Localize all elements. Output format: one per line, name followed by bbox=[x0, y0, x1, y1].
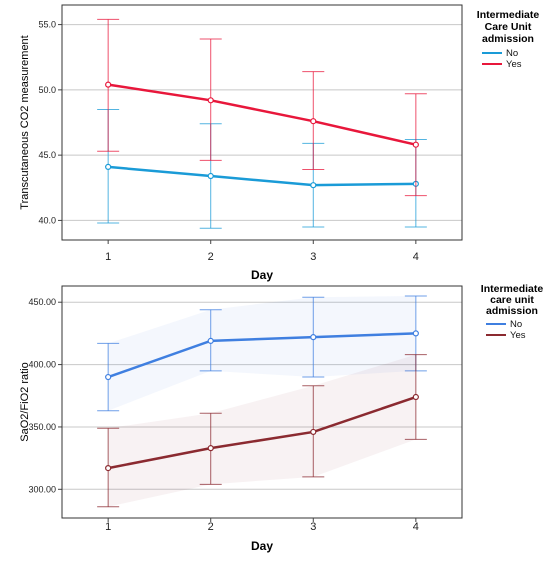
chart-panel-2: 300.00 350.00 400.00 450.00 1 2 3 4 Day SaO2/FiO2… bbox=[19, 283, 543, 553]
y-tick-label: 45.0 bbox=[38, 150, 56, 160]
legend-label-no: No bbox=[510, 319, 522, 330]
data-point bbox=[310, 334, 317, 341]
series-line bbox=[107, 83, 417, 146]
legend-title-line: care unit bbox=[490, 294, 534, 306]
x-tick-label: 3 bbox=[310, 251, 316, 263]
y-tick-label: 350.00 bbox=[28, 422, 56, 432]
data-point bbox=[207, 172, 214, 180]
legend-label-yes: Yes bbox=[510, 330, 526, 341]
x-axis-label: Day bbox=[251, 539, 273, 553]
x-tick-label: 2 bbox=[208, 521, 214, 533]
x-axis-label: Day bbox=[251, 268, 273, 282]
data-point bbox=[412, 330, 419, 337]
y-tick-label: 400.00 bbox=[28, 360, 56, 370]
data-point bbox=[207, 445, 214, 452]
plot-frame bbox=[61, 4, 463, 241]
y-tick-label: 50.0 bbox=[38, 85, 56, 95]
legend-label-no: No bbox=[506, 48, 518, 59]
series-line bbox=[107, 332, 416, 379]
y-tick-label: 450.00 bbox=[28, 297, 56, 307]
ci-band bbox=[108, 354, 416, 507]
legend-title-line: Intermediate bbox=[481, 283, 544, 295]
y-tick-label: 300.00 bbox=[28, 484, 56, 494]
data-point bbox=[105, 465, 112, 472]
series-line bbox=[107, 395, 417, 470]
x-tick-label: 1 bbox=[105, 251, 111, 263]
y-axis-label: SaO2/FiO2 ratio bbox=[19, 362, 31, 441]
x-tick-label: 4 bbox=[413, 521, 419, 533]
series-no bbox=[97, 295, 427, 412]
legend-title-line: Care Unit bbox=[485, 21, 532, 33]
plot-frame bbox=[61, 285, 463, 519]
data-point bbox=[310, 118, 317, 125]
legend-title-line: admission bbox=[482, 33, 534, 45]
data-point bbox=[310, 428, 317, 436]
data-point bbox=[105, 81, 112, 88]
data-point bbox=[105, 373, 112, 381]
y-tick-label: 55.0 bbox=[38, 20, 56, 30]
y-tick-label: 40.0 bbox=[38, 215, 56, 225]
data-point bbox=[105, 163, 112, 170]
ci-band bbox=[108, 295, 416, 411]
y-axis-label: Transcutaneous CO2 measurement bbox=[19, 35, 31, 209]
x-tick-label: 1 bbox=[105, 521, 111, 533]
x-tick-label: 2 bbox=[208, 251, 214, 263]
data-point bbox=[207, 97, 214, 104]
data-point bbox=[207, 337, 214, 344]
x-tick-label: 4 bbox=[413, 251, 419, 263]
data-point bbox=[412, 393, 419, 401]
legend-label-yes: Yes bbox=[506, 59, 522, 70]
x-tick-label: 3 bbox=[310, 521, 316, 533]
legend-title-line: admission bbox=[486, 305, 538, 317]
data-point bbox=[412, 141, 419, 148]
data-point bbox=[310, 182, 317, 189]
series-yes bbox=[97, 18, 427, 197]
series-no bbox=[97, 108, 427, 229]
chart-panel-1: 40.0 45.0 50.0 55.0 1 2 3 4 Day Transcutaneous CO… bbox=[19, 4, 540, 282]
legend-title-line: Intermediate bbox=[477, 9, 540, 21]
series-line bbox=[108, 165, 416, 187]
series-yes bbox=[97, 354, 427, 508]
